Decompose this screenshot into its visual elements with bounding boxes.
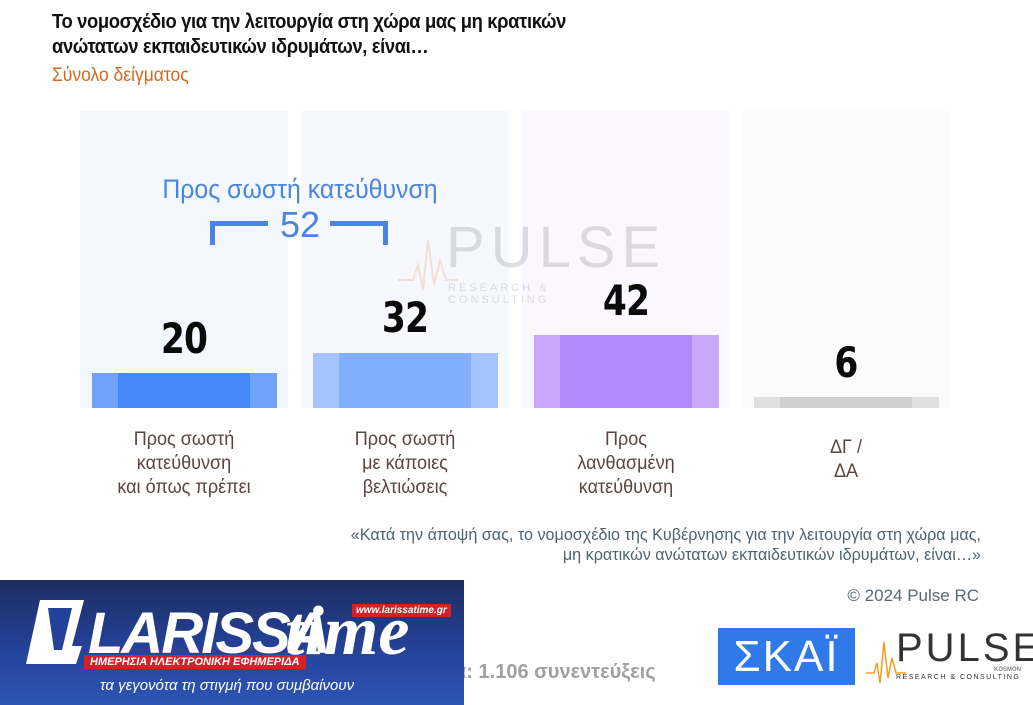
- copyright: © 2024 Pulse RC: [847, 586, 979, 605]
- group-label: Προς σωστή κατεύθυνση: [162, 174, 438, 204]
- larissatime-banner[interactable]: LARISSA time www.larissatime.gr ΗΜΕΡΗΣΙΑ…: [0, 580, 464, 705]
- bar-4: [754, 397, 939, 408]
- bar-value-4: 6: [834, 338, 858, 387]
- category-label-4: ΔΓ / ΔΑ: [829, 437, 863, 482]
- group-bracket-right-horizontal: [330, 221, 388, 226]
- chart-subtitle: Σύνολο δείγματος: [52, 65, 189, 86]
- bar-3: [534, 335, 719, 408]
- bar-value-3: 42: [602, 276, 650, 325]
- question-text: «Κατά την άποψή σας, το νομοσχέδιο της Κ…: [350, 525, 981, 564]
- column-bg-1: [80, 111, 288, 408]
- interviews-count: α: 1.106 συνεντεύξεις: [454, 661, 656, 683]
- group-bracket-right-vertical: [383, 221, 388, 245]
- pulse-watermark: PULSE RESEARCH & CONSULTING: [398, 210, 660, 306]
- pulse-logo: PULSE KOSMON RESEARCH & CONSULTING: [866, 626, 1033, 688]
- skai-logo: ΣΚΑΪ: [718, 628, 855, 685]
- bar-1: [92, 373, 277, 408]
- category-label-1: Προς σωστή κατεύθυνση και όπως πρέπει: [117, 429, 251, 498]
- bar-value-2: 32: [381, 293, 429, 342]
- larissa-l-logo-icon: [26, 600, 84, 664]
- pulse-wave-icon: [866, 641, 906, 684]
- group-value: 52: [279, 204, 321, 245]
- group-bracket-left-horizontal: [210, 221, 268, 226]
- category-label-3: Προς λανθασμένη κατεύθυνση: [577, 429, 675, 498]
- column-bg-4: [742, 111, 950, 408]
- pulse-wave-icon: [398, 239, 458, 291]
- chart-title: Το νομοσχέδιο για την λειτουργία στη χώρ…: [52, 11, 567, 58]
- bar-2: [313, 353, 498, 408]
- bar-value-1: 20: [160, 314, 208, 363]
- larissa-url[interactable]: www.larissatime.gr: [352, 604, 451, 617]
- group-bracket-left-vertical: [210, 221, 215, 245]
- category-label-2: Προς σωστή με κάποιες βελτιώσεις: [354, 429, 456, 498]
